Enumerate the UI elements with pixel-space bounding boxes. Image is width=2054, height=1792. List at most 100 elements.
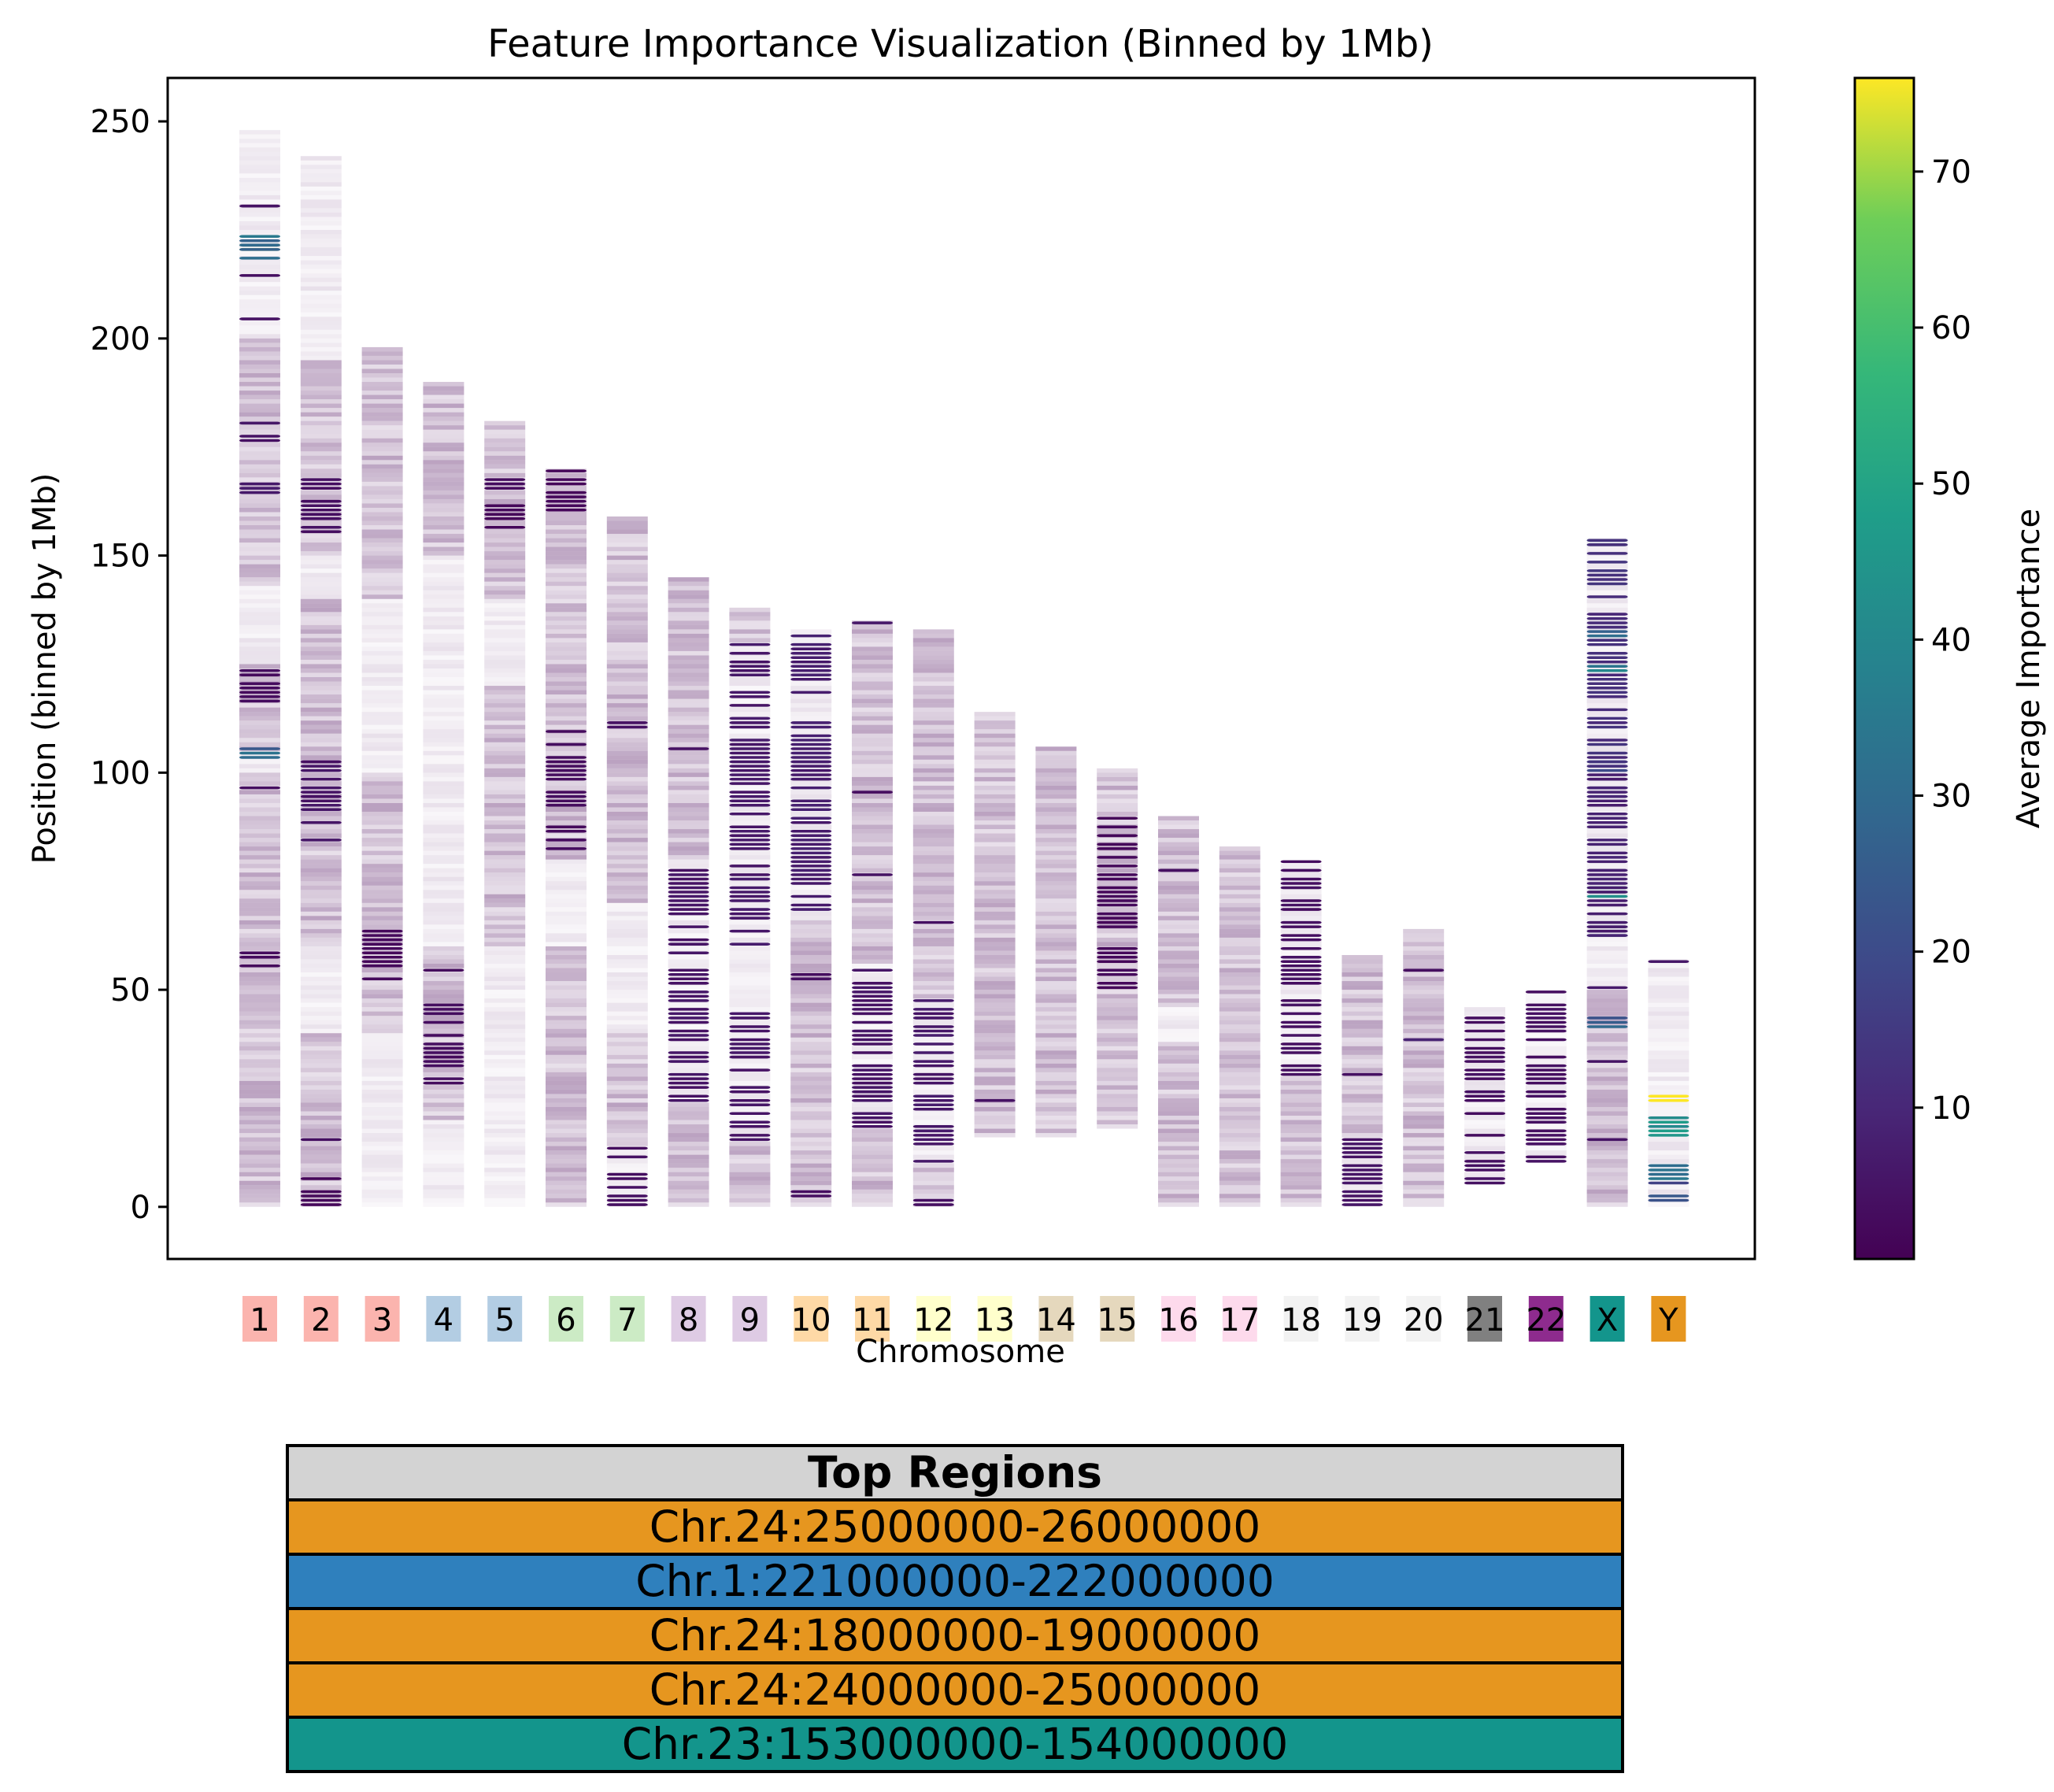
bin-cell — [1586, 546, 1628, 552]
bin-cell — [361, 490, 403, 495]
bin-cell — [1342, 964, 1383, 968]
hot-bin — [300, 839, 342, 842]
bin-cell — [912, 698, 954, 704]
bin-cell — [974, 885, 1016, 890]
bin-cell — [423, 911, 464, 916]
chromosome-tick-label: Y — [1658, 1302, 1678, 1338]
bin-cell — [1097, 933, 1138, 938]
bin-cell — [852, 1102, 893, 1107]
hot-bin — [790, 830, 832, 833]
bin-cell — [729, 964, 771, 968]
chromosome-tick-label: 13 — [975, 1302, 1015, 1338]
bin-cell — [729, 1072, 771, 1077]
plot-frame — [166, 76, 1756, 1261]
bin-cell — [1403, 985, 1445, 990]
bin-cell — [484, 1180, 526, 1186]
bin-cell — [1648, 964, 1689, 968]
bin-cell — [1097, 829, 1138, 834]
hot-bin — [1586, 742, 1628, 746]
bin-cell — [1035, 1050, 1077, 1055]
bin-cell — [790, 898, 832, 903]
bin-cell — [1097, 1063, 1138, 1068]
bin-cell — [484, 785, 526, 790]
bin-cell — [423, 1085, 464, 1090]
hot-bin — [239, 482, 280, 486]
hot-bin — [729, 1086, 771, 1089]
bin-cell — [239, 1033, 280, 1038]
bin-cell — [300, 607, 342, 613]
bin-cell — [239, 1176, 280, 1181]
bin-cell — [361, 907, 403, 912]
bin-cell — [546, 638, 587, 642]
bin-cell — [1403, 1098, 1445, 1103]
bin-cell — [239, 364, 280, 369]
hot-bin — [1586, 899, 1628, 902]
bin-cell — [361, 590, 403, 595]
bin-cell — [361, 681, 403, 687]
bin-cell — [1035, 1046, 1077, 1051]
bin-cell — [912, 937, 954, 942]
bin-cell — [974, 829, 1016, 834]
bin-cell — [484, 894, 526, 899]
bin-cell — [1158, 859, 1199, 865]
bin-cell — [1648, 968, 1689, 973]
bin-cell — [1586, 607, 1628, 613]
bin-cell — [852, 638, 893, 642]
bin-cell — [300, 990, 342, 994]
hot-bin — [1464, 1072, 1505, 1076]
hot-bin — [790, 821, 832, 824]
bin-cell — [1648, 976, 1689, 982]
hot-bin — [1586, 934, 1628, 937]
hot-bin — [1586, 639, 1628, 642]
bin-cell — [239, 659, 280, 665]
bin-cell — [912, 655, 954, 660]
bin-cell — [606, 785, 648, 790]
bin-cell — [1464, 1116, 1505, 1120]
bin-cell — [1035, 781, 1077, 786]
bin-cell — [361, 981, 403, 986]
bin-cell — [239, 1106, 280, 1112]
bin-cell — [300, 1054, 342, 1060]
hot-bin — [1280, 903, 1322, 907]
bin-cell — [1219, 881, 1260, 886]
bin-cell — [1035, 1102, 1077, 1107]
bin-cell — [423, 1116, 464, 1120]
bin-cell — [239, 781, 280, 786]
hot-bin — [239, 487, 280, 490]
bin-cell — [239, 503, 280, 508]
bin-cell — [239, 1142, 280, 1146]
hot-bin — [300, 530, 342, 534]
bin-cell — [361, 881, 403, 886]
bin-cell — [1097, 998, 1138, 1003]
bin-cell — [912, 907, 954, 912]
hot-bin — [1586, 651, 1628, 655]
bin-cell — [300, 1102, 342, 1107]
bin-cell — [729, 1063, 771, 1068]
hot-bin — [239, 435, 280, 438]
hot-bin — [361, 938, 403, 942]
bin-cell — [361, 868, 403, 873]
bin-cell — [423, 460, 464, 465]
bin-cell — [1158, 1137, 1199, 1142]
bin-cell — [668, 1133, 709, 1138]
hot-bin — [1280, 886, 1322, 890]
bin-cell — [974, 807, 1016, 812]
hot-bin — [974, 1098, 1016, 1102]
bin-cell — [361, 408, 403, 413]
bin-cell — [668, 1185, 709, 1190]
colorbar — [1853, 76, 1915, 1261]
bin-cell — [300, 417, 342, 421]
bin-cell — [1280, 1111, 1322, 1116]
bin-cell — [668, 686, 709, 691]
bin-cell — [606, 712, 648, 716]
chromosome-label-box — [303, 1296, 339, 1342]
hot-bin — [1648, 1168, 1689, 1172]
hot-bin — [912, 1129, 954, 1133]
hot-bin — [300, 482, 342, 486]
bin-cell — [852, 937, 893, 942]
hot-bin — [1586, 642, 1628, 646]
hot-bin — [729, 825, 771, 829]
bin-cell — [729, 1180, 771, 1186]
hot-bin — [729, 725, 771, 729]
bin-cell — [546, 581, 587, 587]
